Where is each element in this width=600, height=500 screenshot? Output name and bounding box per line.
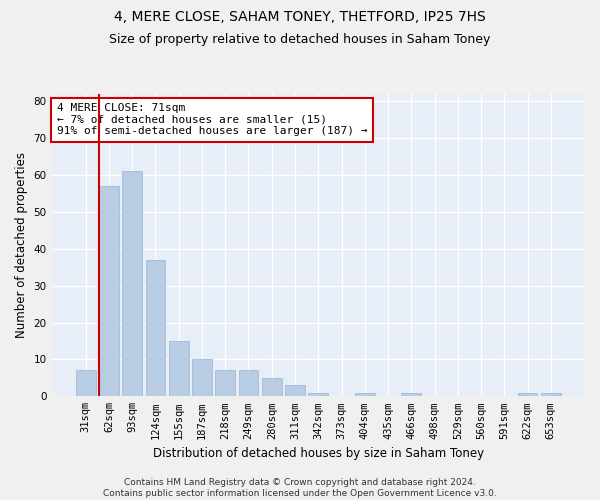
Bar: [169, 341, 188, 396]
Bar: [122, 172, 142, 396]
Bar: [76, 370, 95, 396]
Bar: [285, 385, 305, 396]
Bar: [518, 392, 538, 396]
Bar: [308, 392, 328, 396]
Text: Size of property relative to detached houses in Saham Toney: Size of property relative to detached ho…: [109, 32, 491, 46]
Text: 4, MERE CLOSE, SAHAM TONEY, THETFORD, IP25 7HS: 4, MERE CLOSE, SAHAM TONEY, THETFORD, IP…: [114, 10, 486, 24]
X-axis label: Distribution of detached houses by size in Saham Toney: Distribution of detached houses by size …: [153, 447, 484, 460]
Text: 4 MERE CLOSE: 71sqm
← 7% of detached houses are smaller (15)
91% of semi-detache: 4 MERE CLOSE: 71sqm ← 7% of detached hou…: [57, 103, 367, 136]
Bar: [262, 378, 281, 396]
Bar: [192, 360, 212, 397]
Bar: [355, 392, 374, 396]
Text: Contains HM Land Registry data © Crown copyright and database right 2024.
Contai: Contains HM Land Registry data © Crown c…: [103, 478, 497, 498]
Y-axis label: Number of detached properties: Number of detached properties: [15, 152, 28, 338]
Bar: [215, 370, 235, 396]
Bar: [541, 392, 561, 396]
Bar: [146, 260, 166, 396]
Bar: [239, 370, 259, 396]
Bar: [99, 186, 119, 396]
Bar: [401, 392, 421, 396]
